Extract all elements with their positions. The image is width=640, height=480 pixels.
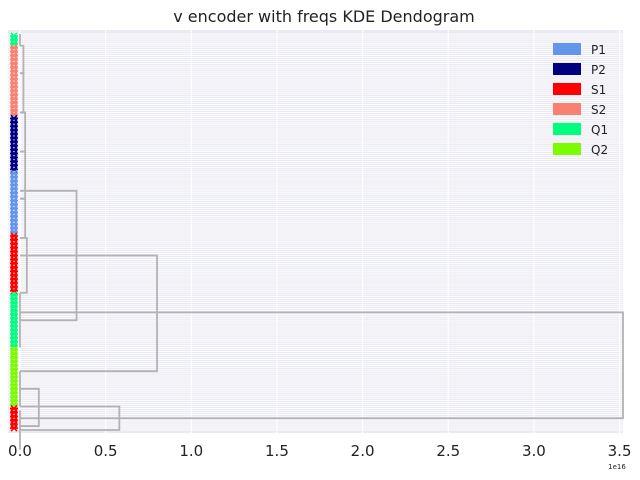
legend-label: Q2 — [591, 143, 608, 157]
legend: P1 P2 S1 S2 Q1 Q2 — [553, 43, 608, 157]
x-tick-label: 3.5 — [608, 442, 632, 460]
dendrogram-link — [19, 387, 40, 427]
dendrogram-links — [19, 34, 624, 450]
x-tick-label: 1.5 — [265, 442, 289, 460]
leaf-markers — [10, 32, 18, 432]
legend-swatch — [553, 43, 581, 55]
x-tick-label: 2.5 — [436, 442, 460, 460]
x-tick-label: 2.0 — [351, 442, 375, 460]
dendrogram-link — [19, 311, 624, 420]
x-tick-label: 1.0 — [179, 442, 203, 460]
legend-label: S1 — [591, 83, 606, 97]
x-offset-label: 1e16 — [608, 463, 626, 471]
legend-label: P1 — [591, 43, 606, 57]
x-tick-label: 0.0 — [8, 442, 32, 460]
x-tick-label: 0.5 — [94, 442, 118, 460]
legend-swatch — [553, 123, 581, 135]
x-tick-label: 3.0 — [522, 442, 546, 460]
grid — [8, 30, 623, 433]
chart-title: v encoder with freqs KDE Dendogram — [173, 7, 474, 26]
legend-swatch — [553, 63, 581, 75]
legend-swatch — [553, 103, 581, 115]
plot-background — [8, 30, 623, 433]
dendrogram-link — [19, 236, 28, 294]
dendrogram-link — [19, 254, 158, 373]
legend-label: S2 — [591, 103, 606, 117]
leaf-marker — [10, 424, 18, 432]
legend-label: P2 — [591, 63, 606, 77]
legend-label: Q1 — [591, 123, 608, 137]
legend-swatch — [553, 83, 581, 95]
x-tick-labels: 0.0 0.5 1.0 1.5 2.0 2.5 3.0 3.5 — [8, 442, 631, 460]
legend-swatch — [553, 143, 581, 155]
